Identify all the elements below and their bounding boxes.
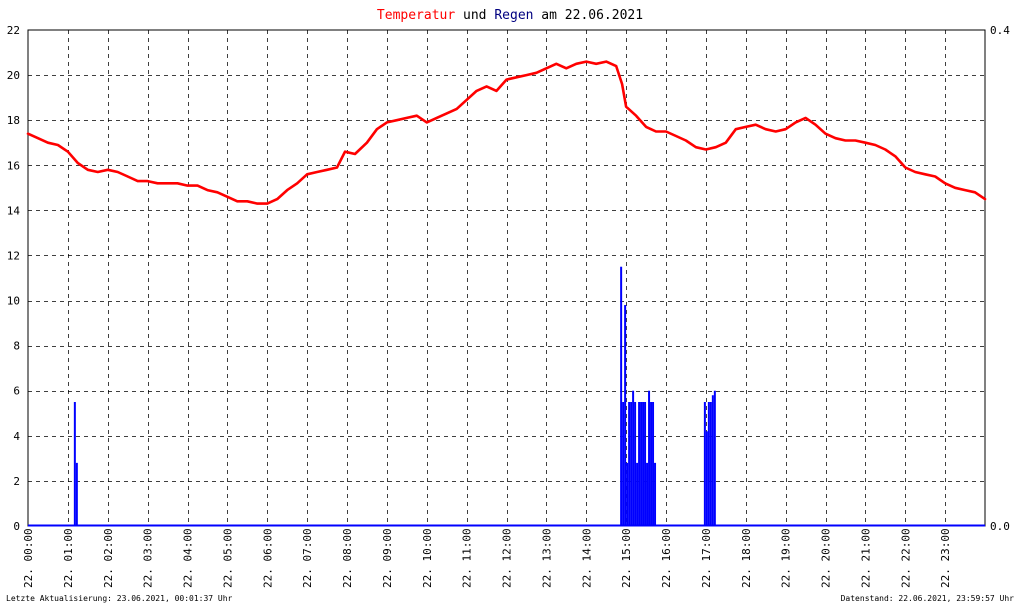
rain-bar [705, 431, 708, 526]
rain-bar [73, 402, 76, 526]
x-tick-label: 22. 14:00 [580, 528, 593, 588]
x-tick-label: 22. 15:00 [620, 528, 633, 588]
y-tick-label: 6 [13, 385, 20, 398]
y-axis-left: 0 2 4 6 8 10 12 14 16 18 20 22 [7, 24, 21, 533]
rain-bar [654, 462, 657, 526]
x-tick-label: 22. 08:00 [341, 528, 354, 588]
y-tick-label: 10 [7, 295, 20, 308]
y-axis-right: 0.0 0.4 [990, 24, 1010, 533]
x-tick-label: 22. 01:00 [62, 528, 75, 588]
rain-bar [703, 402, 706, 526]
x-tick-label: 22. 10:00 [421, 528, 434, 588]
x-tick-label: 22. 03:00 [142, 528, 155, 588]
x-tick-label: 22. 09:00 [381, 528, 394, 588]
title-regen: Regen [494, 8, 533, 23]
x-tick-label: 22. 16:00 [660, 528, 673, 588]
rain-bar [638, 402, 641, 526]
y-tick-label: 18 [7, 114, 20, 127]
rain-bar [648, 390, 651, 526]
y-tick-label: 14 [7, 204, 21, 217]
temperature-line-layer [26, 60, 987, 205]
y-tick-label: 12 [7, 249, 20, 262]
x-tick-label: 22. 22:00 [899, 528, 912, 588]
rain-bar [634, 402, 637, 526]
x-tick-label: 22. 20:00 [820, 528, 833, 588]
x-tick-label: 22. 06:00 [261, 528, 274, 588]
x-tick-label: 22. 12:00 [501, 528, 514, 588]
rain-bar [707, 402, 710, 526]
y-tick-label: 4 [13, 430, 20, 443]
x-tick-label: 22. 23:00 [939, 528, 952, 588]
rain-bar [713, 390, 716, 526]
x-tick-label: 22. 13:00 [540, 528, 553, 588]
rain-bar [644, 402, 647, 526]
footer-last-update: Letzte Aktualisierung: 23.06.2021, 00:01… [6, 594, 233, 603]
rain-bar [624, 305, 627, 526]
rain-bar [622, 402, 625, 526]
rain-bars [28, 266, 985, 527]
rain-bar [636, 462, 639, 526]
y-tick-label: 20 [7, 69, 20, 82]
y-tick-label: 2 [13, 475, 20, 488]
footer-data-status: Datenstand: 22.06.2021, 23:59:57 Uhr [841, 594, 1015, 603]
y-tick-label: 0 [13, 520, 20, 533]
rain-bar [646, 462, 649, 526]
x-tick-label: 22. 17:00 [700, 528, 713, 588]
x-tick-label: 22. 07:00 [301, 528, 314, 588]
plot-frame [27, 29, 986, 527]
rain-bar [711, 395, 714, 526]
x-axis: 22. 00:00 22. 01:00 22. 02:00 22. 03:00 22. … [22, 528, 952, 588]
y-tick-label: 22 [7, 24, 20, 37]
rain-bar [652, 402, 655, 526]
y-right-tick-label: 0.0 [990, 520, 1010, 533]
x-tick-label: 22. 00:00 [22, 528, 35, 588]
rain-bar [650, 402, 653, 526]
rain-bar [75, 462, 78, 526]
x-tick-label: 22. 19:00 [780, 528, 793, 588]
y-tick-label: 16 [7, 159, 20, 172]
rain-bar [620, 266, 623, 526]
rain-bar [632, 390, 635, 526]
y-tick-label: 8 [13, 340, 20, 353]
rain-bar [640, 402, 643, 526]
title-date: am 22.06.2021 [533, 8, 643, 23]
x-tick-label: 22. 04:00 [182, 528, 195, 588]
x-tick-label: 22. 11:00 [461, 528, 474, 588]
x-tick-label: 22. 21:00 [859, 528, 872, 588]
chart-title: Temperatur und Regen am 22.06.2021 [377, 8, 643, 23]
rain-bar [642, 402, 645, 526]
x-tick-label: 22. 18:00 [740, 528, 753, 588]
rain-bar [626, 462, 629, 526]
x-tick-label: 22. 05:00 [221, 528, 234, 588]
rain-bar [709, 402, 712, 526]
rain-bar [628, 402, 631, 526]
grid [28, 30, 985, 526]
x-tick-label: 22. 02:00 [102, 528, 115, 588]
temperature-line [26, 60, 987, 205]
rain-bar [630, 402, 633, 526]
title-und: und [455, 8, 494, 23]
y-right-tick-label: 0.4 [990, 24, 1010, 37]
title-temperatur: Temperatur [377, 8, 455, 23]
